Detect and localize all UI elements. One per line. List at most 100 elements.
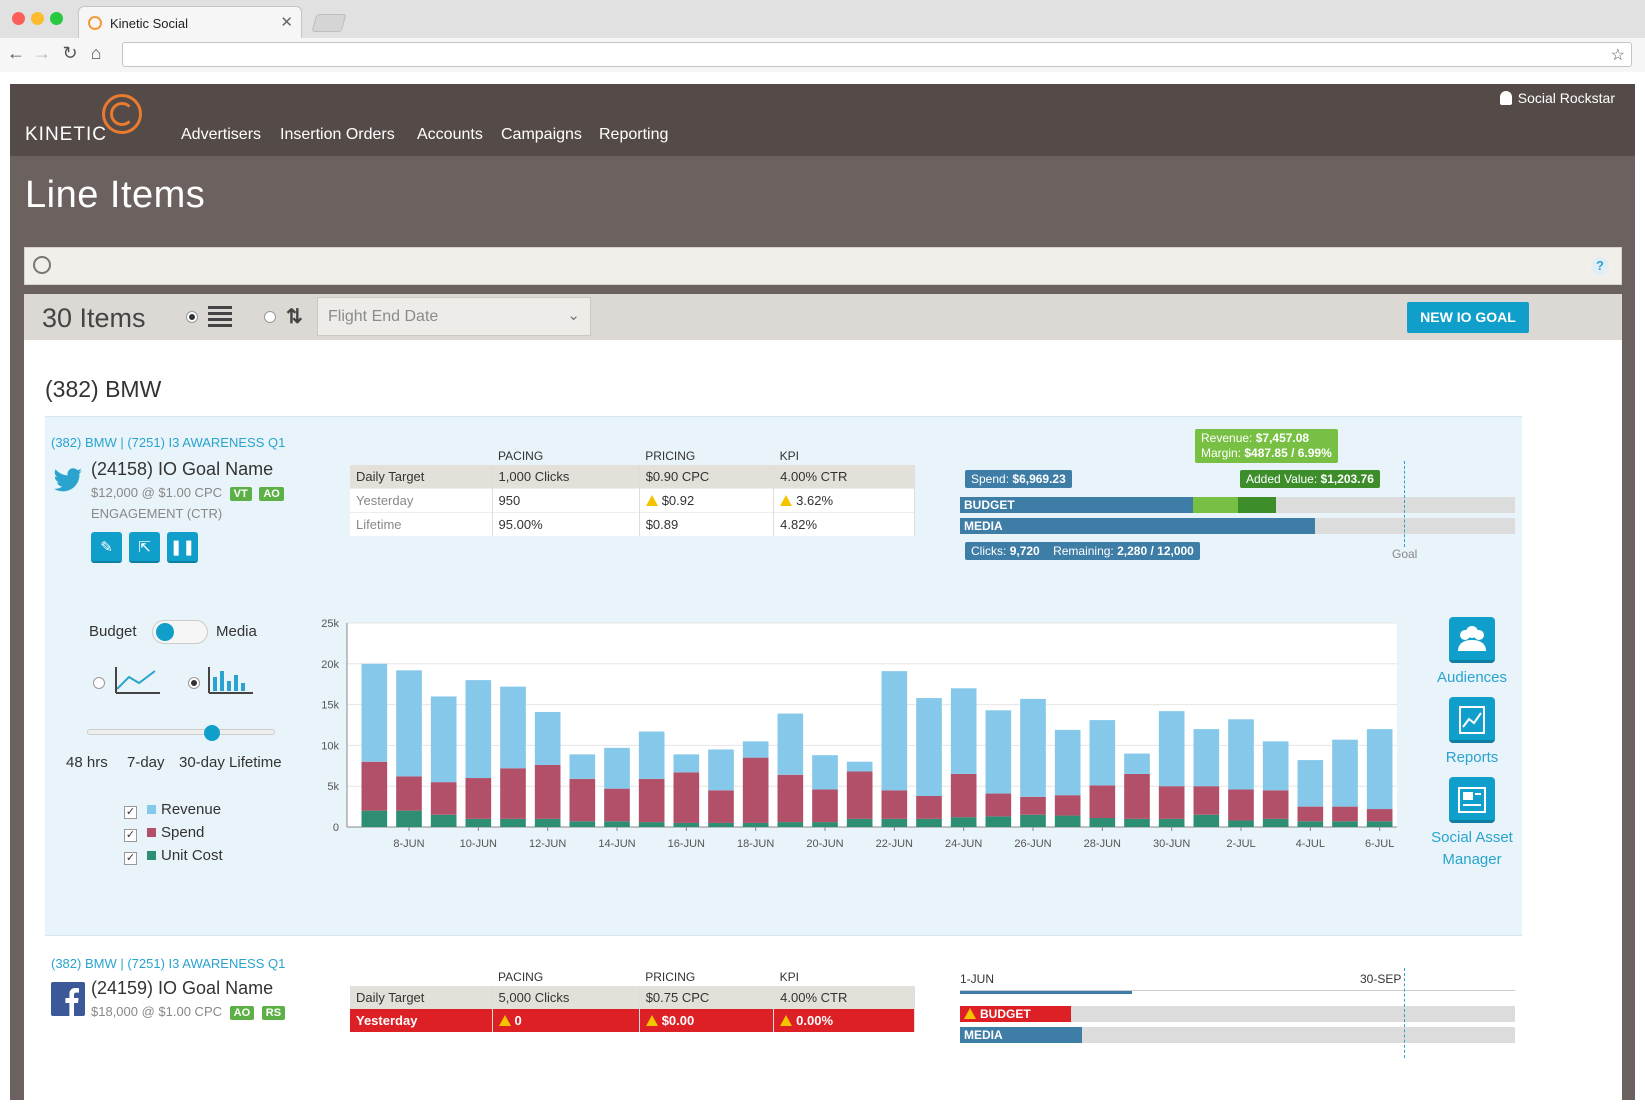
goal-label: Goal [1392, 547, 1418, 561]
pause-button[interactable]: ❚❚ [167, 532, 198, 563]
edit-button[interactable]: ✎ [91, 532, 122, 563]
bar-spend [1366, 809, 1393, 822]
bar-chart-icon[interactable] [208, 665, 254, 695]
sort-select[interactable]: Flight End Date ⌄ [317, 297, 591, 336]
legend-label: Spend [161, 824, 205, 841]
y-tick-label: 5k [327, 781, 339, 793]
close-window-button[interactable] [12, 12, 25, 25]
bar-spend [708, 790, 734, 823]
range-30day-lifetime[interactable]: 30-day Lifetime [179, 754, 282, 771]
kpi-cell: 4.82% [773, 512, 915, 536]
unit-cost-checkbox[interactable]: ✓ [124, 852, 137, 865]
maximize-window-button[interactable] [50, 12, 63, 25]
help-icon[interactable]: ? [1591, 257, 1609, 275]
tab-close-icon[interactable]: ✕ [280, 14, 293, 31]
bar-spend [950, 773, 977, 818]
pricing-cell: $0.90 CPC [639, 465, 775, 489]
bar-revenue [1020, 698, 1046, 797]
legend-revenue[interactable]: ✓ Revenue [124, 801, 221, 819]
added-value-tooltip: Added Value: $1,203.76 [1240, 470, 1380, 488]
media-track: MEDIA [960, 518, 1515, 534]
new-tab-button[interactable] [311, 14, 347, 32]
new-io-goal-button[interactable]: NEW IO GOAL [1407, 302, 1529, 333]
slider-handle[interactable] [204, 725, 221, 741]
row-label: Lifetime [350, 512, 493, 536]
goal-name[interactable]: (24159) IO Goal Name [91, 978, 274, 998]
social-asset-manager-app[interactable]: Social Asset Manager [1425, 777, 1519, 871]
budget-media-toggle[interactable] [152, 620, 208, 644]
pause-icon: ❚❚ [169, 539, 196, 556]
date-range-slider[interactable] [87, 725, 275, 741]
kpi-header-kpi: KPI [779, 970, 799, 984]
tab-title: Kinetic Social [110, 16, 189, 31]
logo-ring-icon [102, 94, 142, 134]
kpi-value: 0.00% [796, 1013, 834, 1028]
range-7day[interactable]: 7-day [127, 754, 165, 771]
flight-progress-bar [960, 990, 1133, 994]
bar-chart-radio[interactable] [188, 677, 200, 689]
breadcrumb[interactable]: (382) BMW | (7251) I3 AWARENESS Q1 [51, 956, 286, 971]
bar-unit-cost [396, 810, 422, 827]
forward-arrow-icon[interactable]: → [33, 43, 51, 63]
y-tick-label: 10k [321, 740, 339, 752]
toggle-knob[interactable] [156, 623, 174, 641]
table-row: Daily Target 5,000 Clicks $0.75 CPC 4.00… [350, 986, 915, 1009]
sort-icon[interactable]: ⇅ [286, 306, 303, 328]
bar-revenue [1054, 729, 1081, 796]
logo[interactable]: KINETIC [25, 124, 107, 145]
spend-checkbox[interactable]: ✓ [124, 829, 137, 842]
line-chart-icon[interactable] [115, 665, 161, 695]
badge-vt: VT [229, 487, 252, 501]
warning-icon [780, 495, 793, 506]
search-bar[interactable]: ? [24, 247, 1622, 285]
back-arrow-icon[interactable]: ← [7, 43, 25, 63]
bar-unit-cost [916, 818, 942, 827]
nav-reporting[interactable]: Reporting [599, 126, 669, 143]
home-icon[interactable]: ⌂ [90, 43, 102, 63]
bookmark-star-icon[interactable]: ☆ [1610, 47, 1625, 64]
bar-unit-cost [604, 821, 630, 827]
bar-unit-cost [1020, 814, 1046, 827]
revenue-checkbox[interactable]: ✓ [124, 806, 137, 819]
reload-icon[interactable]: ↻ [62, 43, 78, 63]
goal-name[interactable]: (24158) IO Goal Name [91, 459, 274, 479]
range-48hrs[interactable]: 48 hrs [66, 754, 108, 771]
nav-advertisers[interactable]: Advertisers [181, 126, 262, 143]
legend-unit-cost[interactable]: ✓ Unit Cost [124, 847, 223, 865]
media-label: MEDIA [964, 1028, 1003, 1042]
pacing-cell: 950 [492, 488, 640, 513]
flight-timeline [960, 990, 1515, 991]
nav-campaigns[interactable]: Campaigns [501, 126, 582, 143]
list-view-radio[interactable] [186, 311, 198, 323]
open-external-button[interactable]: ⇱ [129, 532, 160, 563]
legend-label: Unit Cost [161, 847, 223, 864]
breadcrumb[interactable]: (382) BMW | (7251) I3 AWARENESS Q1 [51, 435, 286, 450]
minimize-window-button[interactable] [31, 12, 44, 25]
audiences-app[interactable]: Audiences [1425, 617, 1519, 689]
list-view-icon[interactable] [208, 306, 232, 328]
line-item-card: (382) BMW | (7251) I3 AWARENESS Q1 (2415… [45, 416, 1522, 936]
user-menu[interactable]: Social Rockstar [1499, 90, 1615, 106]
legend-spend[interactable]: ✓ Spend [124, 824, 204, 842]
kpi-header-blank [350, 968, 492, 986]
bar-spend [569, 778, 596, 822]
pacing-cell: 95.00% [492, 512, 640, 536]
x-tick-label: 10-JUN [460, 838, 497, 850]
sort-view-radio[interactable] [264, 311, 276, 323]
bar-unit-cost [985, 816, 1012, 827]
bar-spend [812, 789, 838, 823]
stacked-bar-chart: 0 5k 10k 15k 20k 25k 8-JUN 10-JUN 12-JUN 14-JUN 16… [321, 618, 1397, 850]
address-bar[interactable]: ☆ [122, 42, 1632, 67]
goal-budget-line: $12,000 @ $1.00 CPC VT AO [91, 485, 284, 501]
table-row: Lifetime 95.00% $0.89 4.82% [350, 512, 915, 536]
bar-spend [604, 788, 630, 822]
line-chart-radio[interactable] [93, 677, 105, 689]
reports-app[interactable]: Reports [1425, 697, 1519, 769]
nav-accounts[interactable]: Accounts [417, 126, 483, 143]
nav-insertion-orders[interactable]: Insertion Orders [280, 126, 395, 143]
bar-revenue [1228, 719, 1254, 790]
spend-bar: BUDGET [960, 497, 1194, 513]
browser-tab[interactable]: Kinetic Social ✕ [78, 6, 302, 38]
bar-revenue [1366, 729, 1393, 810]
bar-revenue [1158, 711, 1185, 787]
